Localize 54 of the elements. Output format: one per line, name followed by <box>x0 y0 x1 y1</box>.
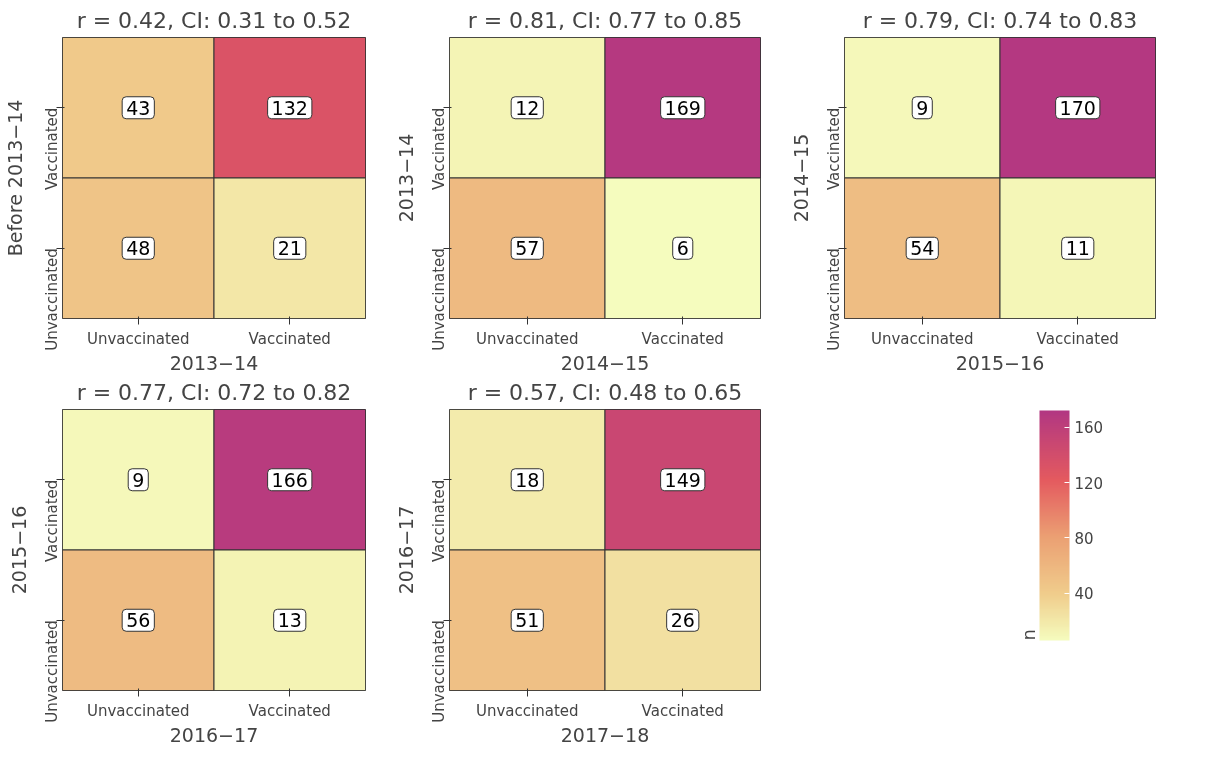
y-axis-title: 2013−14 <box>394 133 417 223</box>
chart-title: r = 0.77, CI: 0.72 to 0.82 <box>76 379 352 405</box>
data-label: 132 <box>271 96 308 119</box>
data-label: 48 <box>126 237 151 260</box>
data-label: 6 <box>676 237 689 260</box>
x-tick-label: Unvaccinated <box>86 329 190 348</box>
data-label: 11 <box>1065 237 1090 260</box>
y-axis-title: 2016−17 <box>394 505 417 595</box>
data-label: 170 <box>1059 96 1096 119</box>
x-tick-label: Vaccinated <box>1036 329 1119 348</box>
y-axis-title: Before 2013−14 <box>3 99 26 257</box>
data-label: 54 <box>910 237 935 260</box>
data-label: 12 <box>515 96 540 119</box>
x-tick-label: Vaccinated <box>248 701 331 720</box>
y-axis-title: 2014−15 <box>789 133 812 223</box>
x-axis-title: 2014−15 <box>560 351 650 374</box>
x-tick-label: Unvaccinated <box>870 329 974 348</box>
data-label: 13 <box>277 609 302 632</box>
y-tick-label: Vaccinated <box>42 107 61 191</box>
color-bar-label: 120 <box>1074 474 1104 493</box>
chart-title: r = 0.57, CI: 0.48 to 0.65 <box>467 379 743 405</box>
data-label: 9 <box>132 468 145 491</box>
y-axis-title: 2015−16 <box>7 505 30 595</box>
data-label: 51 <box>515 609 540 632</box>
x-axis-title: 2015−16 <box>955 351 1045 374</box>
data-label: 18 <box>515 468 540 491</box>
x-axis-title: 2017−18 <box>560 723 650 746</box>
x-tick-label: Vaccinated <box>641 701 724 720</box>
x-tick-label: Vaccinated <box>248 329 331 348</box>
color-bar-label: 160 <box>1074 419 1104 438</box>
y-tick-label: Vaccinated <box>429 479 448 563</box>
data-label: 166 <box>271 468 308 491</box>
x-axis-title: 2013−14 <box>169 351 259 374</box>
x-tick-label: Vaccinated <box>641 329 724 348</box>
color-bar-label: 80 <box>1074 529 1094 548</box>
data-label: 57 <box>515 237 540 260</box>
y-tick-label: Vaccinated <box>429 107 448 191</box>
data-label: 169 <box>664 96 701 119</box>
chart-title: r = 0.42, CI: 0.31 to 0.52 <box>76 7 352 33</box>
x-tick-label: Unvaccinated <box>86 701 190 720</box>
data-label: 56 <box>126 609 151 632</box>
x-tick-label: Unvaccinated <box>475 701 579 720</box>
data-label: 149 <box>664 468 701 491</box>
data-label: 43 <box>126 96 151 119</box>
data-label: 26 <box>670 609 695 632</box>
chart-title: r = 0.79, CI: 0.74 to 0.83 <box>862 7 1138 33</box>
color-bar-label: 40 <box>1074 585 1094 604</box>
color-bar-title: n <box>1017 629 1039 641</box>
chart-title: r = 0.81, CI: 0.77 to 0.85 <box>467 7 743 33</box>
x-tick-label: Unvaccinated <box>475 329 579 348</box>
data-label: 9 <box>916 96 929 119</box>
y-tick-label: Vaccinated <box>42 479 61 563</box>
x-axis-title: 2016−17 <box>169 723 259 746</box>
data-label: 21 <box>277 237 302 260</box>
